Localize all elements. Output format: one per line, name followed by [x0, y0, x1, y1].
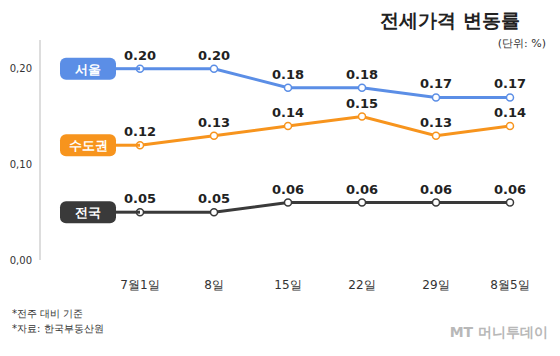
svg-text:0.06: 0.06	[346, 182, 378, 197]
html-text:*전주 대비 기준: *전주 대비 기준	[12, 308, 84, 319]
svg-text:8일: 8일	[204, 278, 224, 292]
svg-text:0.06: 0.06	[420, 182, 452, 197]
svg-text:15일: 15일	[274, 278, 301, 292]
svg-text:29일: 29일	[422, 278, 449, 292]
html-text:*자료: 한국부동산원: *자료: 한국부동산원	[12, 323, 104, 334]
svg-text:0.06: 0.06	[494, 182, 526, 197]
svg-text:0.05: 0.05	[198, 191, 230, 206]
svg-text:8월5일: 8월5일	[490, 278, 529, 292]
svg-text:0.17: 0.17	[494, 76, 526, 91]
svg-text:0.20: 0.20	[124, 48, 156, 63]
svg-text:0,00: 0,00	[10, 255, 32, 266]
svg-text:0.14: 0.14	[272, 105, 304, 120]
svg-text:0.18: 0.18	[346, 67, 378, 82]
svg-text:0.17: 0.17	[420, 76, 452, 91]
html-text:(단위: %): (단위: %)	[497, 37, 546, 50]
svg-text:0.20: 0.20	[198, 48, 230, 63]
svg-text:0.18: 0.18	[272, 67, 304, 82]
svg-text:0.06: 0.06	[272, 182, 304, 197]
svg-text:서울: 서울	[75, 62, 101, 77]
svg-text:0.13: 0.13	[420, 115, 452, 130]
svg-text:0.05: 0.05	[124, 191, 156, 206]
svg-text:0.13: 0.13	[198, 115, 230, 130]
html-text:MT 머니투데이: MT 머니투데이	[449, 324, 548, 340]
svg-text:0,20: 0,20	[10, 63, 32, 74]
svg-text:0,10: 0,10	[10, 159, 32, 170]
svg-text:수도권: 수도권	[69, 138, 108, 153]
svg-text:전국: 전국	[75, 205, 101, 220]
svg-text:0.15: 0.15	[346, 96, 378, 111]
svg-text:22일: 22일	[348, 278, 375, 292]
html-text:전세가격 변동률: 전세가격 변동률	[380, 9, 520, 31]
svg-text:0.14: 0.14	[494, 105, 526, 120]
svg-text:0.12: 0.12	[124, 124, 156, 139]
svg-text:7월1일: 7월1일	[120, 278, 159, 292]
